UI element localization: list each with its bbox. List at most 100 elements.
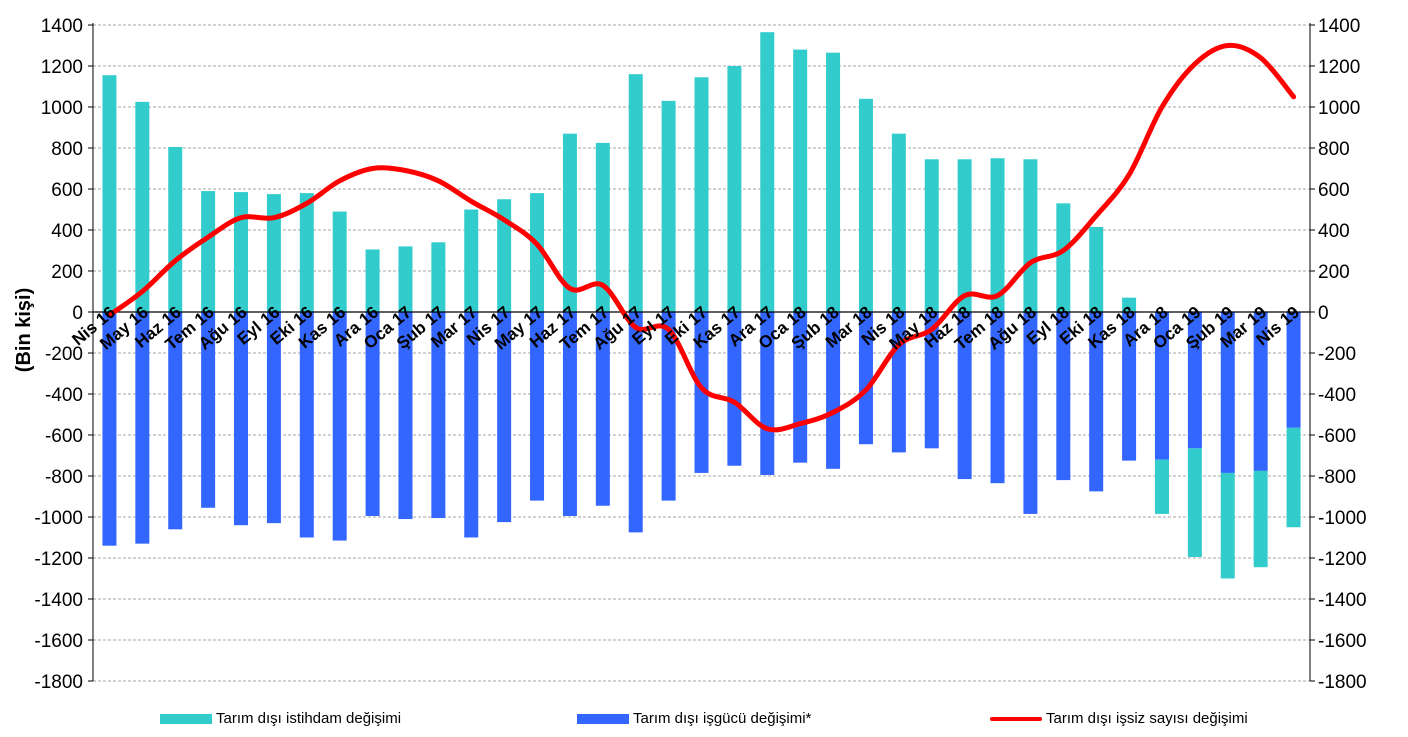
y-axis-label: (Bin kişi) (13, 288, 35, 372)
y-tick-label-right: 1200 (1318, 57, 1360, 78)
employment-bar (760, 32, 775, 313)
employment-bar (793, 49, 808, 312)
labor-force-bar (266, 312, 281, 524)
employment-bar (102, 75, 117, 312)
y-tick-label-right: 1400 (1318, 16, 1360, 37)
labor-force-bar (1286, 312, 1301, 428)
labor-force-bar (530, 312, 545, 501)
y-tick-label-left: -1200 (34, 549, 83, 570)
labor-force-bar (1089, 312, 1104, 492)
employment-bar (924, 159, 939, 312)
legend-swatch-employment (160, 713, 212, 724)
employment-bar (727, 66, 742, 312)
employment-bar (1187, 448, 1202, 557)
y-tick-label-left: 200 (51, 262, 83, 283)
y-tick-label-left: -800 (45, 467, 83, 488)
labor-force-bar (694, 312, 709, 473)
labor-force-bar (1056, 312, 1071, 481)
axes (88, 23, 1315, 682)
employment-bar (990, 158, 1005, 312)
labor-force-bar (1220, 312, 1235, 473)
labor-force-bar (102, 312, 117, 546)
employment-bar (234, 192, 249, 312)
bar-series (102, 32, 1301, 579)
employment-bar (1023, 159, 1038, 312)
labor-force-bar (1253, 312, 1268, 471)
y-tick-label-right: 1000 (1318, 98, 1360, 119)
labor-force-bar (398, 312, 413, 520)
employment-bar (826, 52, 841, 313)
y-tick-label-left: 0 (72, 303, 83, 324)
employment-bar (398, 246, 413, 312)
employment-bar (891, 133, 906, 312)
y-tick-label-right: -1800 (1318, 672, 1367, 693)
legend-label-employment: Tarım dışı istihdam değişimi (216, 710, 402, 727)
y-tick-label-right: 0 (1318, 303, 1329, 324)
employment-bar (431, 242, 446, 312)
employment-bar (266, 194, 281, 312)
legend-item-labor-force: Tarım dışı işgücü değişimi* (577, 710, 811, 727)
legend-swatch-labor-force (577, 713, 629, 724)
y-tick-label-right: 200 (1318, 262, 1350, 283)
employment-bar (1253, 470, 1268, 568)
labor-force-bar (661, 312, 676, 501)
labor-force-bar (957, 312, 972, 480)
y-tick-label-left: 400 (51, 221, 83, 242)
employment-bar (957, 159, 972, 312)
y-tick-label-right: -1000 (1318, 508, 1367, 529)
employment-bar (1154, 459, 1169, 514)
labor-force-bar (628, 312, 643, 533)
y-tick-label-left: 1200 (41, 57, 83, 78)
legend-item-employment: Tarım dışı istihdam değişimi (160, 710, 401, 727)
labor-force-bar (727, 312, 742, 466)
y-tick-label-right: -600 (1318, 426, 1356, 447)
labor-force-bar (760, 312, 775, 475)
legend-swatch-unemployed (990, 716, 1042, 721)
tick-labels: 1400 1400 1200 1200 1000 1000 800 800 600 600 400 4… (34, 16, 1366, 693)
y-tick-label-right: 800 (1318, 139, 1350, 160)
y-tick-label-right: -200 (1318, 344, 1356, 365)
labor-force-bar (1187, 312, 1202, 449)
y-tick-label-left: 600 (51, 180, 83, 201)
labor-force-bar (431, 312, 446, 519)
labor-force-bar (595, 312, 610, 506)
labor-force-bar (858, 312, 873, 445)
employment-bar (1056, 203, 1071, 312)
employment-bar (562, 133, 577, 312)
employment-bar (628, 74, 643, 312)
labor-force-bar (1023, 312, 1038, 514)
y-tick-label-right: -1200 (1318, 549, 1367, 570)
y-tick-label-left: -1400 (34, 590, 83, 611)
employment-bar (365, 249, 380, 312)
employment-bar (595, 142, 610, 312)
legend: Tarım dışı istihdam değişimi Tarım dışı … (0, 710, 1408, 732)
y-tick-label-left: -200 (45, 344, 83, 365)
labor-force-bar (299, 312, 314, 538)
labor-force-bar (562, 312, 577, 516)
labor-force-bar (464, 312, 479, 538)
employment-bar (858, 98, 873, 312)
labor-force-bar (990, 312, 1005, 484)
employment-bar (661, 100, 676, 312)
y-tick-label-left: -1600 (34, 631, 83, 652)
y-tick-label-left: 1000 (41, 98, 83, 119)
y-tick-label-left: -400 (45, 385, 83, 406)
labor-force-bar (1122, 312, 1137, 461)
y-tick-label-left: 800 (51, 139, 83, 160)
employment-bar (530, 193, 545, 312)
line-series (106, 42, 1297, 433)
y-tick-label-right: 400 (1318, 221, 1350, 242)
employment-bar (694, 77, 709, 313)
y-tick-label-left: -1000 (34, 508, 83, 529)
labor-force-bar (365, 312, 380, 516)
labor-force-bar (168, 312, 183, 530)
labor-force-bar (1154, 312, 1169, 460)
employment-bar (1122, 297, 1137, 312)
labor-force-bar (497, 312, 512, 523)
y-tick-label-right: 600 (1318, 180, 1350, 201)
employment-bar (332, 211, 347, 312)
y-tick-label-right: -800 (1318, 467, 1356, 488)
legend-label-unemployed: Tarım dışı işsiz sayısı değişimi (1046, 710, 1248, 727)
labor-force-bar (332, 312, 347, 541)
